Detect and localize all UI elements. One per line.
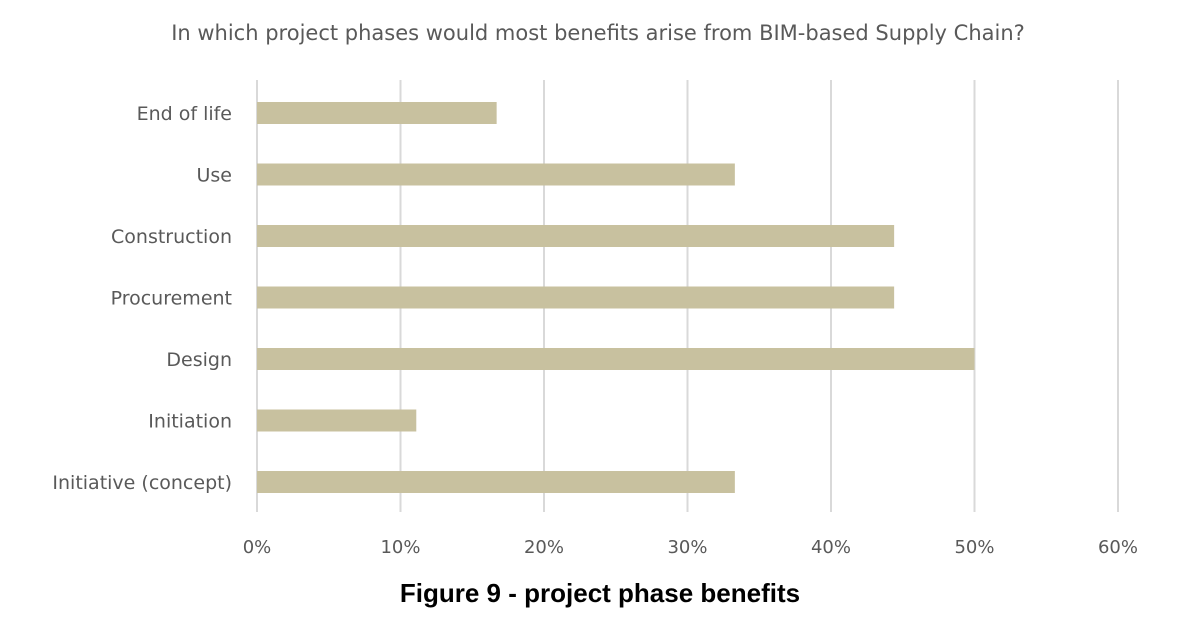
x-tick-label: 60% <box>1098 537 1138 558</box>
bar <box>257 471 735 493</box>
bar <box>257 102 497 124</box>
category-label: Initiative (concept) <box>52 472 232 494</box>
figure-caption: Figure 9 - project phase benefits <box>399 578 801 608</box>
bar <box>257 225 895 247</box>
bar <box>257 286 895 309</box>
x-tick-label: 30% <box>667 537 707 558</box>
x-tick-label: 20% <box>524 537 564 558</box>
x-tick-labels: 0% 10% 20% 30% 40% 50% 60% <box>243 537 1138 558</box>
x-tick-label: 0% <box>243 537 272 558</box>
bars <box>257 102 975 493</box>
bar <box>257 409 417 432</box>
category-label: Construction <box>111 226 232 248</box>
category-labels: End of life Use Construction Procurement Des… <box>52 103 232 494</box>
bar-chart: In which project phases would most benef… <box>52 21 1138 558</box>
x-tick-label: 50% <box>954 537 994 558</box>
chart-title: In which project phases would most benef… <box>171 21 1025 45</box>
category-label: Use <box>197 165 233 187</box>
x-tick-label: 10% <box>380 537 420 558</box>
category-label: Initiation <box>148 411 232 433</box>
category-label: Design <box>166 349 232 371</box>
category-label: Procurement <box>111 288 232 310</box>
bar <box>257 163 735 186</box>
x-tick-label: 40% <box>811 537 851 558</box>
category-label: End of life <box>137 103 232 125</box>
bar <box>257 348 975 370</box>
